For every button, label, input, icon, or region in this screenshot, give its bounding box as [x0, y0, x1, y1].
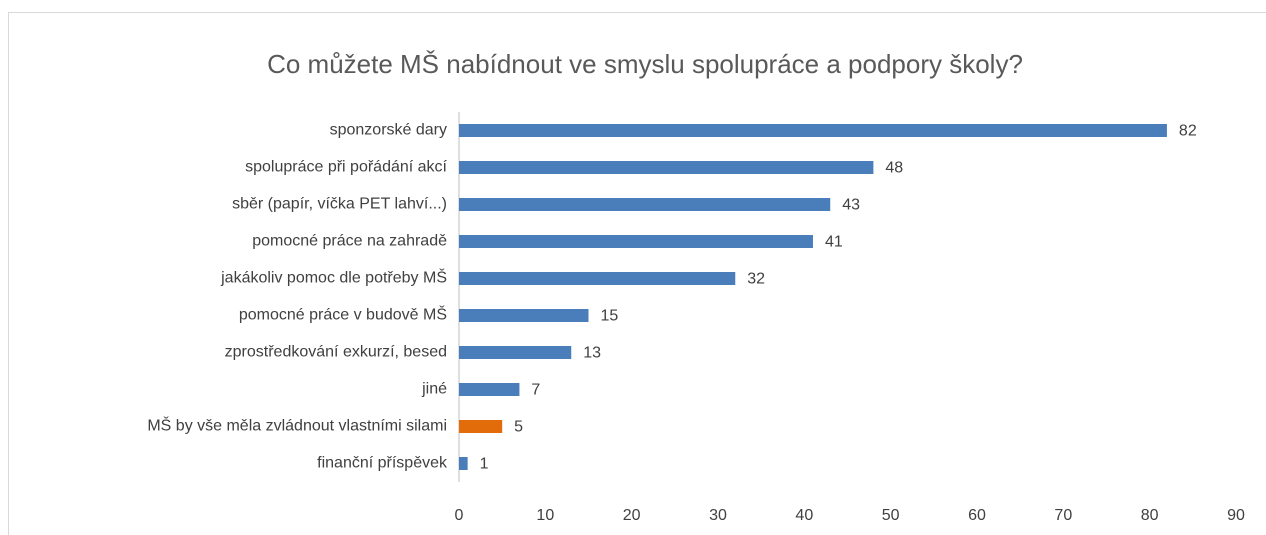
chart-title: Co můžete MŠ nabídnout ve smyslu spolupr… [267, 49, 1023, 79]
value-label: 13 [583, 345, 601, 362]
value-label: 1 [480, 456, 489, 473]
bar [459, 124, 1167, 137]
bar [459, 383, 520, 396]
x-tick-label: 0 [455, 507, 464, 524]
x-tick-label: 20 [623, 507, 641, 524]
y-tick-label: jiné [421, 381, 447, 398]
value-label: 41 [825, 234, 843, 251]
y-tick-label: MŠ by vše měla zvládnout vlastními silam… [147, 416, 447, 435]
value-label: 82 [1179, 123, 1197, 140]
x-tick-label: 80 [1141, 507, 1159, 524]
value-label: 43 [842, 197, 860, 214]
y-tick-label: sponzorské dary [330, 122, 447, 139]
bar [459, 457, 468, 470]
y-tick-label: sběr (papír, víčka PET lahví...) [232, 196, 447, 213]
bar [459, 235, 813, 248]
x-tick-label: 30 [709, 507, 727, 524]
x-tick-label: 10 [536, 507, 554, 524]
bar [459, 420, 503, 433]
x-tick-label: 70 [1054, 507, 1072, 524]
value-label: 32 [747, 271, 765, 288]
value-label: 48 [885, 160, 903, 177]
value-label: 15 [601, 308, 619, 325]
bar [459, 346, 572, 359]
x-tick-label: 90 [1227, 507, 1245, 524]
x-tick-label: 50 [882, 507, 900, 524]
y-tick-label: pomocné práce v budově MŠ [239, 305, 447, 324]
bar [459, 309, 589, 322]
bar [459, 161, 874, 174]
y-tick-label: finanční příspěvek [317, 455, 448, 472]
bar [459, 198, 831, 211]
bar [459, 272, 736, 285]
y-tick-label: zprostředkování exkurzí, besed [225, 344, 447, 361]
y-tick-label: pomocné práce na zahradě [252, 233, 447, 250]
y-tick-label: jakákoliv pomoc dle potřeby MŠ [220, 268, 447, 287]
value-label: 5 [514, 419, 523, 436]
x-tick-label: 40 [795, 507, 813, 524]
value-label: 7 [531, 382, 540, 399]
x-tick-label: 60 [968, 507, 986, 524]
y-tick-label: spolupráce při pořádání akcí [245, 159, 447, 176]
